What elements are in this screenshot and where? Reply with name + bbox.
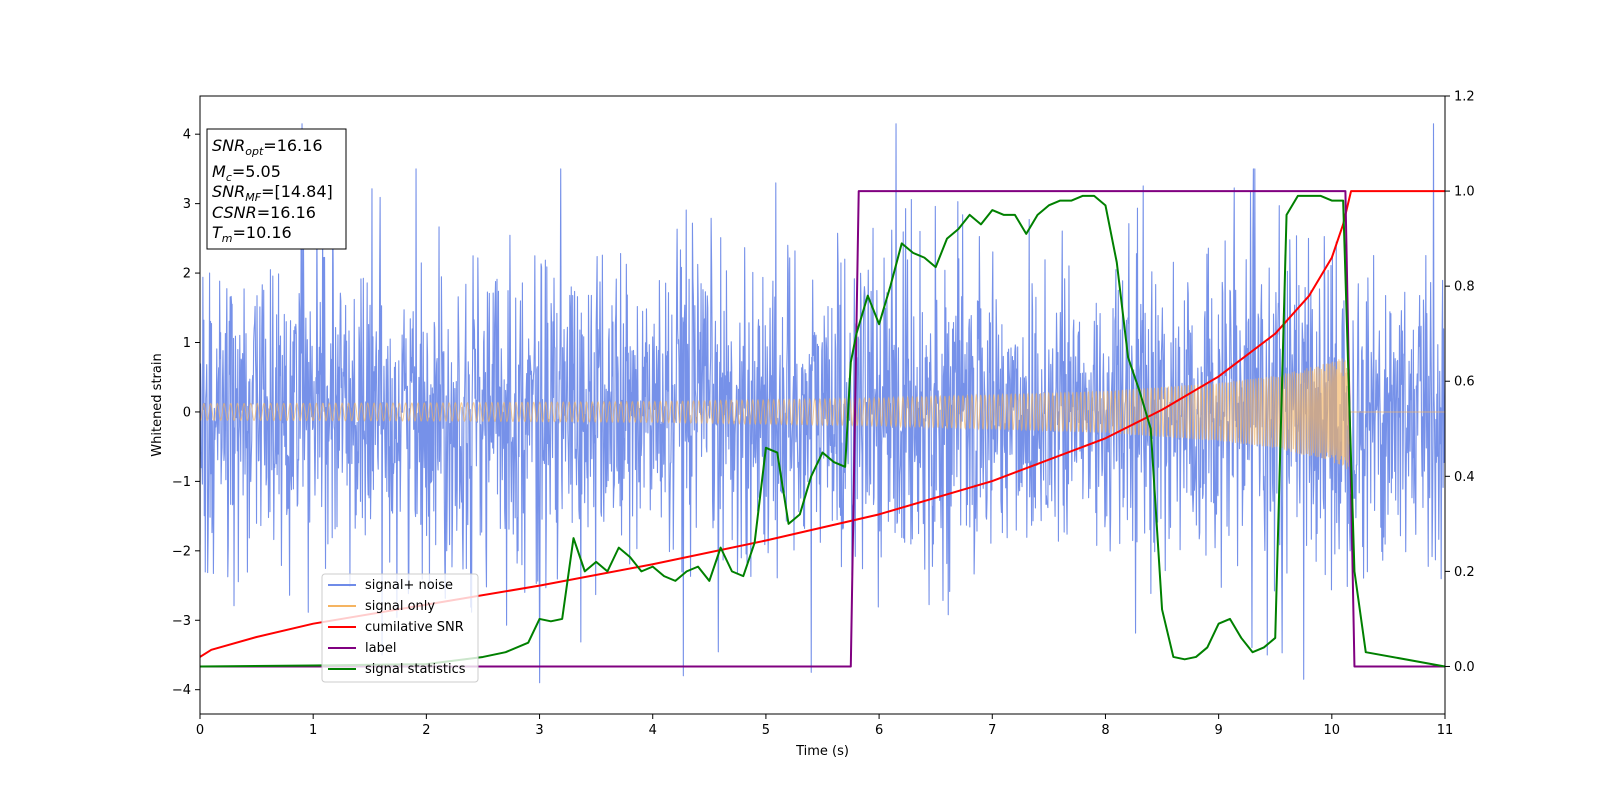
legend: signal+ noise signal only cumilative SNR… xyxy=(321,573,479,683)
legend-label-signal-only: signal only xyxy=(365,599,435,614)
x-tick-label: 1 xyxy=(309,723,317,738)
y-tick-label-right: 0.4 xyxy=(1454,470,1475,485)
y-tick-label-right: 0.2 xyxy=(1454,565,1475,580)
legend-item-signal-noise: signal+ noise xyxy=(328,578,453,593)
legend-label-label: label xyxy=(365,641,396,656)
series-signal-statistics xyxy=(200,194,1445,668)
y-tick-label-left: 0 xyxy=(183,405,191,420)
legend-item-cumilative-snr: cumilative SNR xyxy=(328,620,464,635)
legend-label-cumilative-snr: cumilative SNR xyxy=(365,620,464,635)
y-tick-label-left: −3 xyxy=(172,614,191,629)
y-tick-label-right: 1.0 xyxy=(1454,185,1475,200)
legend-frame xyxy=(321,573,479,683)
series-label xyxy=(200,190,1445,668)
legend-label-signal-noise: signal+ noise xyxy=(365,578,453,593)
y-tick-label-left: −1 xyxy=(172,475,191,490)
series-cumilative-snr xyxy=(200,190,1445,658)
x-tick-label: 4 xyxy=(649,723,657,738)
annotation-csnr: CSNR=16.16 xyxy=(212,203,316,222)
y-tick-label-right: 0.0 xyxy=(1454,660,1475,675)
x-tick-label: 11 xyxy=(1437,723,1454,738)
y-axis-left: −4 −3 −2 −1 0 1 2 3 4 xyxy=(172,128,200,698)
x-tick-label: 8 xyxy=(1101,723,1109,738)
annotation-snr-opt: SNRopt=16.16 xyxy=(212,136,323,158)
y-tick-label-left: 2 xyxy=(183,267,191,282)
annotation-frame xyxy=(206,128,347,250)
y-tick-label-right: 0.8 xyxy=(1454,280,1475,295)
x-axis: 0 1 2 3 4 5 6 7 8 9 10 11 xyxy=(196,714,1453,738)
y-axis-label: Whitened strain xyxy=(150,353,165,456)
y-tick-label-left: −4 xyxy=(172,683,191,698)
y-tick-label-right: 0.6 xyxy=(1454,375,1475,390)
y-tick-label-right: 1.2 xyxy=(1454,90,1475,105)
annotation-box: SNRopt=16.16 Mc=5.05 SNRMF=[14.84] CSNR=… xyxy=(206,128,347,250)
y-tick-label-left: 3 xyxy=(183,197,191,212)
legend-item-label: label xyxy=(328,641,396,656)
x-tick-label: 10 xyxy=(1324,723,1341,738)
y-axis-right: 0.0 0.2 0.4 0.6 0.8 1.0 1.2 xyxy=(1445,90,1475,675)
legend-item-signal-statistics: signal statistics xyxy=(328,662,466,677)
series-signal-only xyxy=(200,357,1445,470)
plot-area xyxy=(200,123,1445,684)
x-tick-label: 2 xyxy=(422,723,430,738)
x-tick-label: 7 xyxy=(988,723,996,738)
annotation-tm: Tm=10.16 xyxy=(212,223,292,245)
y-tick-label-left: 1 xyxy=(183,336,191,351)
plot-frame xyxy=(199,95,1446,715)
y-tick-label-left: −2 xyxy=(172,544,191,559)
annotation-snr-mf: SNRMF=[14.84] xyxy=(212,182,333,204)
x-axis-label: Time (s) xyxy=(795,744,849,759)
x-tick-label: 9 xyxy=(1214,723,1222,738)
x-tick-label: 0 xyxy=(196,723,204,738)
legend-label-signal-statistics: signal statistics xyxy=(365,662,466,677)
x-tick-label: 3 xyxy=(535,723,543,738)
x-tick-label: 5 xyxy=(762,723,770,738)
legend-item-signal-only: signal only xyxy=(328,599,435,614)
series-signal-noise xyxy=(200,123,1445,684)
annotation-mc: Mc=5.05 xyxy=(212,162,281,184)
y-tick-label-left: 4 xyxy=(183,128,191,143)
x-tick-label: 6 xyxy=(875,723,883,738)
